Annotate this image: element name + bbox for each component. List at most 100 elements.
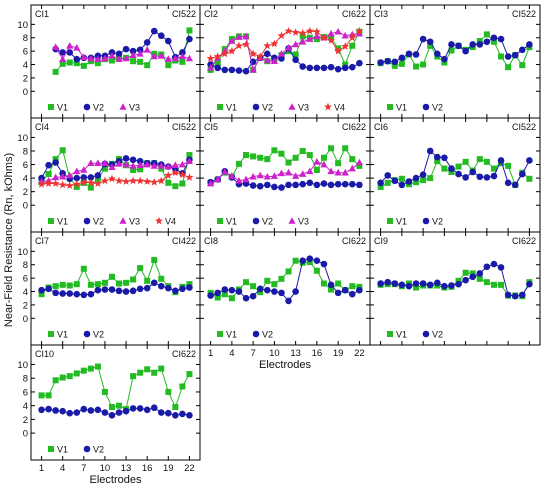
x-tick-label: 7: [81, 463, 86, 474]
data-point: [80, 291, 88, 299]
data-point: [490, 34, 498, 42]
series-line-v2: [210, 48, 360, 72]
data-point: [101, 286, 109, 293]
data-point: [305, 26, 314, 35]
device-label: CI422: [172, 236, 196, 246]
data-point: [277, 169, 286, 177]
data-point: [249, 66, 257, 73]
y-tick-label: 10: [17, 20, 28, 31]
data-point: [129, 287, 137, 295]
data-point: [313, 32, 321, 40]
data-point: [292, 51, 299, 58]
x-tick-label: 10: [269, 348, 280, 359]
legend-label: V2: [93, 445, 104, 455]
data-point: [327, 36, 336, 44]
x-tick-label: 13: [290, 348, 301, 359]
legend-label: V1: [396, 330, 407, 340]
data-point: [490, 260, 498, 268]
data-point: [427, 175, 434, 182]
data-point: [278, 150, 285, 157]
series-v2: [377, 34, 533, 66]
data-point: [52, 173, 60, 181]
data-point: [80, 62, 87, 69]
data-point: [497, 264, 505, 271]
data-point: [526, 157, 533, 164]
data-point: [398, 181, 406, 189]
data-point: [234, 41, 243, 50]
legend-marker: [387, 218, 393, 224]
data-point: [52, 68, 59, 75]
data-point: [115, 55, 123, 62]
legend-entry-v1: V1: [387, 217, 407, 227]
data-point: [257, 289, 264, 296]
legend-label: V1: [226, 103, 237, 113]
data-point: [448, 41, 455, 48]
legend-label: V1: [396, 217, 407, 227]
panel-ci4: CI4 CI522 0 2 4 6 8 10 V1 V2 V3 V4: [17, 117, 201, 233]
data-point: [72, 180, 81, 188]
data-point: [45, 171, 52, 178]
data-point: [59, 290, 66, 297]
x-tick-label: 1: [208, 348, 213, 359]
data-point: [122, 45, 130, 53]
data-point: [448, 169, 455, 175]
data-point: [413, 179, 420, 186]
data-point: [334, 65, 342, 73]
x-tick-label: 16: [312, 348, 323, 359]
data-point: [66, 49, 74, 56]
data-point: [348, 164, 356, 172]
data-point: [227, 46, 236, 55]
data-point: [136, 46, 144, 54]
data-point: [476, 270, 484, 277]
data-point: [284, 168, 293, 176]
series-line-v1: [41, 149, 190, 189]
data-point: [504, 179, 512, 187]
series-line-v1: [210, 260, 360, 299]
data-point: [220, 49, 229, 58]
series-v2: [377, 260, 533, 300]
data-point: [257, 154, 264, 161]
legend-entry-v4: V4: [324, 103, 345, 113]
data-point: [519, 62, 526, 69]
data-point: [518, 170, 526, 178]
data-point: [526, 41, 533, 48]
data-point: [73, 409, 81, 416]
data-point: [377, 59, 384, 66]
data-point: [320, 180, 328, 187]
data-point: [256, 182, 264, 190]
legend-label: V3: [129, 217, 140, 227]
series-line-v2: [380, 150, 530, 186]
data-point: [427, 42, 434, 49]
data-point: [319, 33, 328, 42]
data-point: [235, 288, 243, 295]
data-point: [511, 292, 519, 300]
legend-label: V3: [298, 217, 309, 227]
data-point: [299, 33, 306, 40]
data-point: [420, 177, 427, 184]
data-point: [263, 172, 271, 180]
panel-ci5: CI5 CI622 V1 V2 V3: [199, 117, 371, 233]
data-point: [38, 291, 45, 298]
panel-frame: [369, 117, 541, 233]
data-point: [505, 162, 512, 169]
panel-frame: [369, 231, 541, 346]
data-point: [228, 286, 236, 294]
legend-marker: [83, 217, 91, 225]
data-point: [52, 43, 60, 50]
series-v2: [207, 255, 363, 305]
series-line-v1: [380, 33, 530, 68]
data-point: [483, 38, 491, 46]
legend-entry-v1: V1: [387, 330, 407, 340]
data-point: [129, 405, 137, 412]
data-point: [87, 174, 95, 181]
data-point: [165, 284, 172, 292]
data-point: [130, 58, 137, 65]
x-tick-label: 16: [142, 463, 153, 474]
data-point: [398, 281, 406, 289]
data-point: [313, 166, 320, 173]
data-point: [80, 405, 88, 413]
data-point: [172, 411, 179, 419]
data-point: [313, 64, 321, 72]
legend-entry-v1: V1: [48, 330, 68, 340]
data-point: [285, 181, 292, 189]
